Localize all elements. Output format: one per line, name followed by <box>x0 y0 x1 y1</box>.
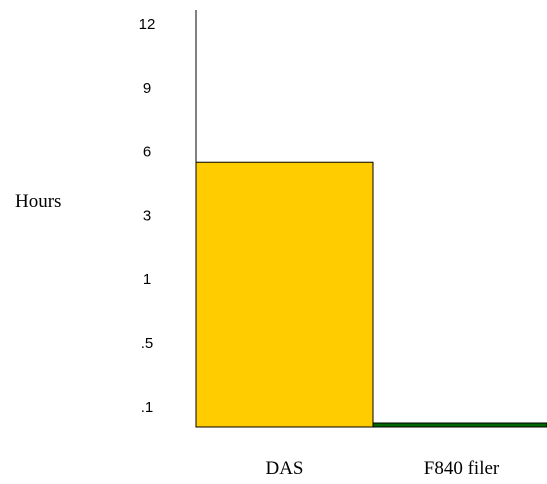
bars <box>195 161 547 428</box>
y-tick-labels: 12 9 6 3 1 .5 .1 <box>139 16 156 416</box>
y-axis-label: Hours <box>15 191 61 212</box>
y-tick-label: .5 <box>141 335 154 352</box>
category-label: F840 filer <box>424 458 500 479</box>
bar-das <box>195 161 374 428</box>
x-category-labels: DAS F840 filer <box>265 458 499 479</box>
category-label: DAS <box>265 458 303 479</box>
y-tick-label: .1 <box>141 399 154 416</box>
bar-f840-filer <box>372 422 547 428</box>
y-tick-label: 1 <box>143 271 151 288</box>
y-tick-label: 3 <box>143 207 151 224</box>
y-tick-label: 12 <box>139 16 156 33</box>
y-tick-label: 9 <box>143 80 151 97</box>
y-tick-label: 6 <box>143 144 151 161</box>
